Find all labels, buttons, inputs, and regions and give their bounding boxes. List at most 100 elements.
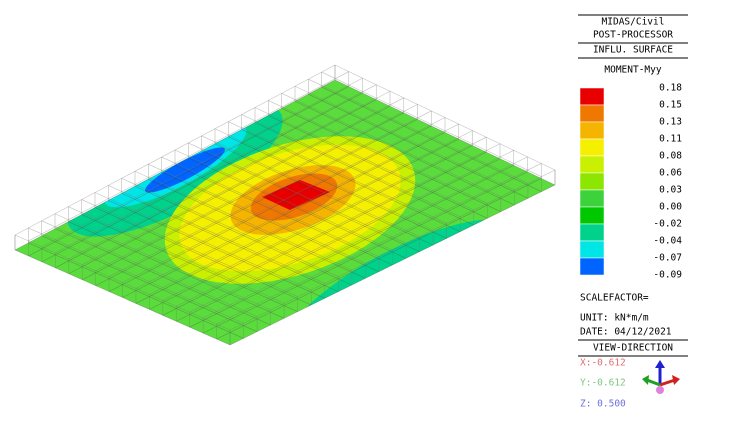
legend-swatch xyxy=(579,138,605,157)
view-z: Z: 0.500 xyxy=(580,399,626,410)
mesh-line xyxy=(81,214,298,312)
mesh-line xyxy=(254,107,474,211)
legend-swatch xyxy=(579,223,605,242)
mesh-line xyxy=(176,143,501,307)
mesh-line xyxy=(55,99,377,269)
mesh-line xyxy=(162,136,487,301)
legend-swatch xyxy=(579,104,605,123)
mesh-line xyxy=(241,129,461,232)
mesh-line xyxy=(134,185,352,286)
legend-level: 0.18 xyxy=(659,83,682,94)
mesh-line xyxy=(68,90,391,260)
legend-swatch xyxy=(579,155,605,174)
mesh-line xyxy=(41,220,258,317)
mesh-line xyxy=(41,235,258,332)
mesh-line xyxy=(188,142,407,244)
result-name: MOMENT-Myy xyxy=(604,65,661,76)
mesh-line xyxy=(41,77,363,248)
legend-level: -0.07 xyxy=(653,253,682,264)
mesh-line xyxy=(216,163,542,325)
mesh-line xyxy=(82,112,404,280)
mesh-line xyxy=(201,135,420,237)
mesh-line xyxy=(68,206,285,304)
mesh-line xyxy=(28,86,349,257)
mesh-line xyxy=(135,123,459,289)
mesh-line xyxy=(321,71,542,177)
header-line: MIDAS/Civil xyxy=(602,17,665,28)
legend-panel: MIDAS/Civil POST-PROCESSOR INFLU. SURFAC… xyxy=(578,14,688,410)
mesh-line xyxy=(149,130,473,295)
mesh-line xyxy=(294,85,515,191)
mesh-line xyxy=(149,145,473,310)
mesh-line xyxy=(148,178,366,279)
mesh-line xyxy=(54,228,271,326)
legend-level: 0.06 xyxy=(659,168,682,179)
mesh-line xyxy=(174,164,393,266)
mesh-line xyxy=(268,115,488,219)
mesh-line xyxy=(121,178,339,277)
mesh-line xyxy=(121,193,339,292)
mesh-line xyxy=(135,138,459,304)
mesh-line xyxy=(81,199,298,297)
legend-swatch xyxy=(579,172,605,191)
mesh-line xyxy=(202,156,528,319)
mesh-line xyxy=(68,105,391,275)
mesh-line xyxy=(55,84,377,254)
negative-contour xyxy=(145,147,225,193)
mesh-line xyxy=(28,227,244,324)
mesh-line xyxy=(254,122,474,226)
mesh-line xyxy=(189,150,514,313)
mesh-line xyxy=(82,97,404,265)
legend-level: 0.00 xyxy=(659,202,682,213)
legend-swatch xyxy=(579,206,605,225)
color-legend: 0.18 0.15 0.13 0.11 0.08 0.06 0.03 0.00 -0.02 -0.… xyxy=(579,83,682,281)
mesh-line xyxy=(174,149,393,251)
legend-level: 0.08 xyxy=(659,151,682,162)
mesh-line xyxy=(134,170,352,271)
mesh-line xyxy=(214,143,434,246)
mesh-line xyxy=(321,86,542,192)
mesh-line xyxy=(281,108,501,212)
legend-level: -0.02 xyxy=(653,219,682,230)
scalefactor: SCALEFACTOR= xyxy=(580,293,649,304)
mesh-line xyxy=(41,92,363,263)
mesh-line xyxy=(108,125,432,292)
mesh xyxy=(14,64,556,346)
mesh-line xyxy=(188,157,407,259)
mesh-line xyxy=(308,93,529,199)
legend-swatch xyxy=(579,121,605,140)
mesh-line xyxy=(281,93,501,197)
mesh-line xyxy=(214,128,434,231)
legend-level: 0.13 xyxy=(659,117,682,128)
mesh-line xyxy=(268,100,488,204)
date: DATE: 04/12/2021 xyxy=(580,327,672,338)
mesh-line xyxy=(108,200,325,299)
view-y: Y:-0.612 xyxy=(580,378,626,389)
mesh-line xyxy=(54,213,271,311)
view-x: X:-0.612 xyxy=(580,358,626,369)
mesh-line xyxy=(294,100,515,206)
legend-level: 0.11 xyxy=(659,134,682,145)
mesh-line xyxy=(161,171,380,272)
mesh-line xyxy=(148,163,366,264)
mesh-line xyxy=(95,104,418,271)
unit: UNIT: kN*m/m xyxy=(580,313,649,324)
mesh-line xyxy=(228,136,447,239)
mesh-line xyxy=(94,207,312,306)
legend-swatch xyxy=(579,87,605,106)
mesh-line xyxy=(108,185,325,284)
mesh-line xyxy=(162,151,487,316)
legend-level: 0.15 xyxy=(659,100,682,111)
mesh-line xyxy=(161,156,380,257)
peak-contour xyxy=(262,180,330,210)
axis-triad xyxy=(642,360,680,394)
mesh-line xyxy=(95,119,418,286)
mesh-line xyxy=(68,221,285,319)
legend-level: -0.04 xyxy=(653,236,682,247)
mesh-line xyxy=(94,192,312,291)
mesh-line xyxy=(176,158,501,322)
contour-surface xyxy=(15,80,555,345)
view-title: VIEW-DIRECTION xyxy=(593,343,673,354)
legend-swatch xyxy=(579,189,605,208)
